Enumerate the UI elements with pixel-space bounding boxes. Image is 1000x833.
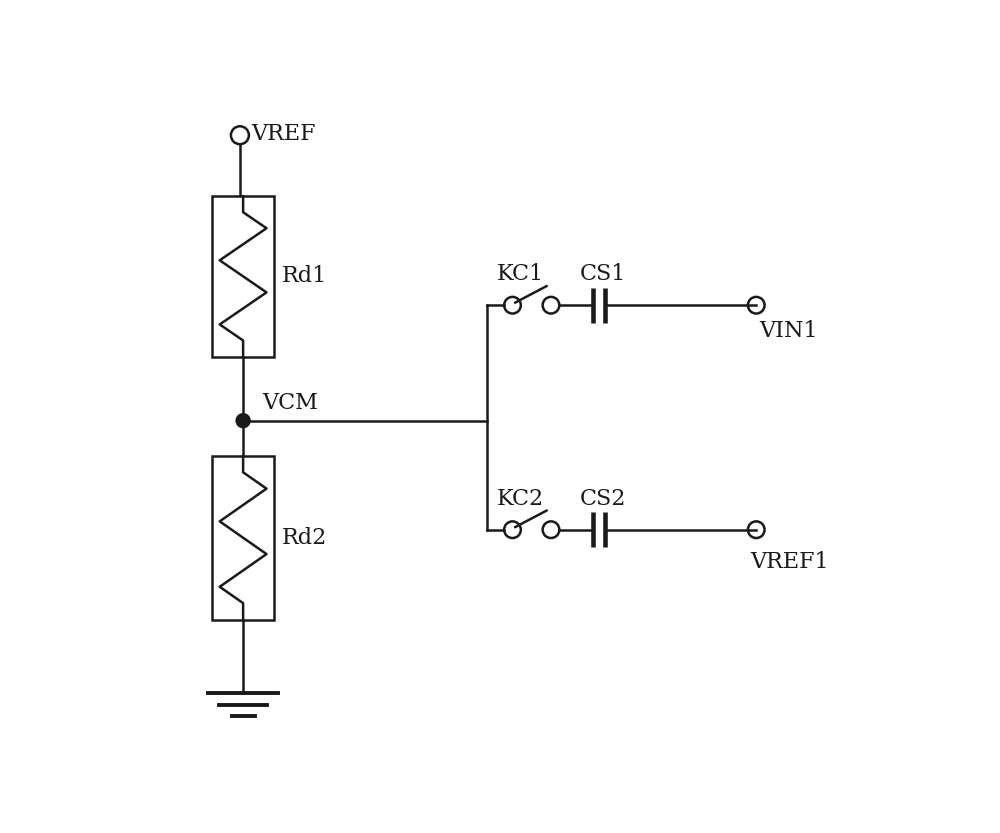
Text: KC1: KC1 (496, 263, 544, 286)
Text: VREF: VREF (251, 123, 316, 145)
Text: VIN1: VIN1 (759, 320, 818, 342)
Circle shape (237, 414, 250, 427)
Bar (212, 197, 274, 357)
Text: VREF1: VREF1 (750, 551, 828, 573)
Text: VCM: VCM (262, 392, 318, 414)
Text: Rd1: Rd1 (282, 266, 327, 287)
Text: Rd2: Rd2 (282, 526, 327, 549)
Text: CS1: CS1 (580, 263, 626, 286)
Text: CS2: CS2 (580, 488, 626, 510)
Text: KC2: KC2 (496, 488, 544, 510)
Bar (212, 456, 274, 620)
